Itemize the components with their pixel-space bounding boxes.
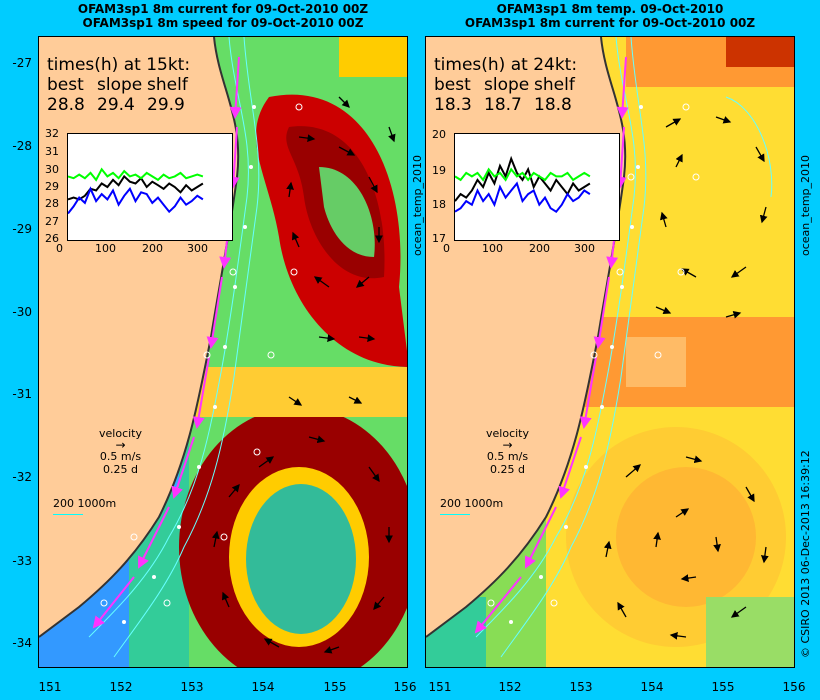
green-series-line — [68, 167, 204, 182]
value-best: 18.3 — [434, 95, 472, 115]
right-side-label: ocean_temp_2010 — [799, 154, 812, 256]
velocity-arrow-icon: → — [115, 438, 126, 452]
x-tick-label: 155 — [323, 680, 347, 694]
y-tick-label: -31 — [12, 387, 32, 401]
inset-x-tick: 100 — [95, 242, 116, 255]
value-shelf: 29.9 — [147, 95, 185, 115]
y-tick-label: -27 — [12, 56, 32, 70]
depth-legend-text: 200 1000m — [440, 497, 504, 510]
inset-y-tick: 29 — [45, 180, 59, 193]
inset-y-tick: 27 — [45, 215, 59, 228]
left-panel-title: OFAM3sp1 8m current for 09-Oct-2010 00Z … — [38, 2, 408, 30]
y-tick-label: -33 — [12, 554, 32, 568]
value-best: 28.8 — [47, 95, 85, 115]
value-slope: 29.4 — [97, 95, 135, 115]
label-best: best — [47, 75, 84, 95]
left-inset-plot — [68, 167, 204, 215]
inset-x-tick: 200 — [142, 242, 163, 255]
green-series-line — [455, 167, 591, 182]
x-tick-label: 153 — [569, 680, 593, 694]
right-title-line2: OFAM3sp1 8m current for 09-Oct-2010 00Z — [464, 16, 756, 30]
right-inset-plot — [455, 155, 591, 214]
velocity-title: velocity — [486, 427, 529, 440]
x-tick-label: 151 — [428, 680, 452, 694]
right-times-labels: best slope shelf — [434, 75, 584, 95]
right-panel-title: OFAM3sp1 8m temp. 09-Oct-2010 OFAM3sp1 8… — [425, 2, 795, 30]
right-times-header: times(h) at 24kt: — [434, 55, 578, 75]
y-tick-label: -29 — [12, 222, 32, 236]
y-tick-label: -30 — [12, 305, 32, 319]
blue-series-line — [455, 181, 591, 214]
x-tick-label: 154 — [251, 680, 275, 694]
y-tick-label: -28 — [12, 139, 32, 153]
inset-y-tick: 31 — [45, 145, 59, 158]
right-times-values: 18.3 18.7 18.8 — [434, 95, 584, 115]
x-tick-label: 154 — [640, 680, 664, 694]
left-times-header: times(h) at 15kt: — [47, 55, 191, 75]
x-tick-label: 156 — [393, 680, 417, 694]
inset-y-tick: 32 — [45, 127, 59, 140]
inset-y-tick: 20 — [432, 128, 446, 141]
label-slope: slope — [484, 75, 530, 95]
x-tick-label: 156 — [782, 680, 806, 694]
left-title-line2: OFAM3sp1 8m speed for 09-Oct-2010 00Z — [82, 16, 364, 30]
y-tick-label: -32 — [12, 470, 32, 484]
velocity-speed: 0.5 m/s — [99, 450, 142, 463]
velocity-time: 0.25 d — [490, 463, 525, 476]
inset-y-tick: 26 — [45, 232, 59, 245]
inset-x-tick: 300 — [187, 242, 208, 255]
left-times-box: times(h) at 15kt: best slope shelf 28.8 29.… — [47, 55, 197, 115]
inset-x-tick: 200 — [529, 242, 550, 255]
x-tick-label: 152 — [109, 680, 133, 694]
depth-legend-text: 200 1000m — [53, 497, 117, 510]
inset-x-tick: 100 — [482, 242, 503, 255]
right-velocity-legend: velocity → 0.5 m/s 0.25 d — [486, 427, 529, 476]
blue-series-line — [68, 186, 204, 215]
label-shelf: shelf — [534, 75, 575, 95]
right-inset-chart — [454, 133, 620, 241]
left-depth-legend: 200 1000m — [53, 497, 116, 515]
left-times-labels: best slope shelf — [47, 75, 197, 95]
left-speed-field — [39, 37, 407, 667]
depth-legend-line — [440, 514, 470, 515]
left-velocity-legend: velocity → 0.5 m/s 0.25 d — [99, 427, 142, 476]
left-inset-chart — [67, 133, 233, 241]
inset-y-tick: 28 — [45, 197, 59, 210]
right-title-line1: OFAM3sp1 8m temp. 09-Oct-2010 — [496, 2, 724, 16]
credit-label: © CSIRO 2013 06-Dec-2013 16:39:12 — [799, 450, 812, 658]
value-shelf: 18.8 — [534, 95, 572, 115]
right-depth-legend: 200 1000m — [440, 497, 503, 515]
left-times-values: 28.8 29.4 29.9 — [47, 95, 197, 115]
velocity-time: 0.25 d — [103, 463, 138, 476]
left-map-panel: times(h) at 15kt: best slope shelf 28.8 29.… — [38, 36, 408, 668]
right-times-box: times(h) at 24kt: best slope shelf 18.3 18.… — [434, 55, 584, 115]
depth-legend-line — [53, 514, 83, 515]
x-tick-label: 151 — [38, 680, 62, 694]
velocity-title: velocity — [99, 427, 142, 440]
value-slope: 18.7 — [484, 95, 522, 115]
right-map-panel: times(h) at 24kt: best slope shelf 18.3 18.… — [425, 36, 795, 668]
x-tick-label: 152 — [498, 680, 522, 694]
inset-x-tick: 300 — [574, 242, 595, 255]
left-side-label: ocean_temp_2010 — [411, 154, 424, 256]
inset-y-tick: 19 — [432, 164, 446, 177]
y-tick-label: -34 — [12, 636, 32, 650]
inset-x-tick: 0 — [443, 242, 450, 255]
label-slope: slope — [97, 75, 143, 95]
inset-x-tick: 0 — [56, 242, 63, 255]
velocity-arrow-icon: → — [502, 438, 513, 452]
velocity-speed: 0.5 m/s — [486, 450, 529, 463]
x-tick-label: 155 — [711, 680, 735, 694]
inset-y-tick: 30 — [45, 163, 59, 176]
inset-y-tick: 17 — [432, 232, 446, 245]
right-temp-field — [426, 37, 794, 667]
inset-y-tick: 18 — [432, 198, 446, 211]
label-best: best — [434, 75, 471, 95]
left-title-line1: OFAM3sp1 8m current for 09-Oct-2010 00Z — [77, 2, 369, 16]
label-shelf: shelf — [147, 75, 188, 95]
x-tick-label: 153 — [180, 680, 204, 694]
